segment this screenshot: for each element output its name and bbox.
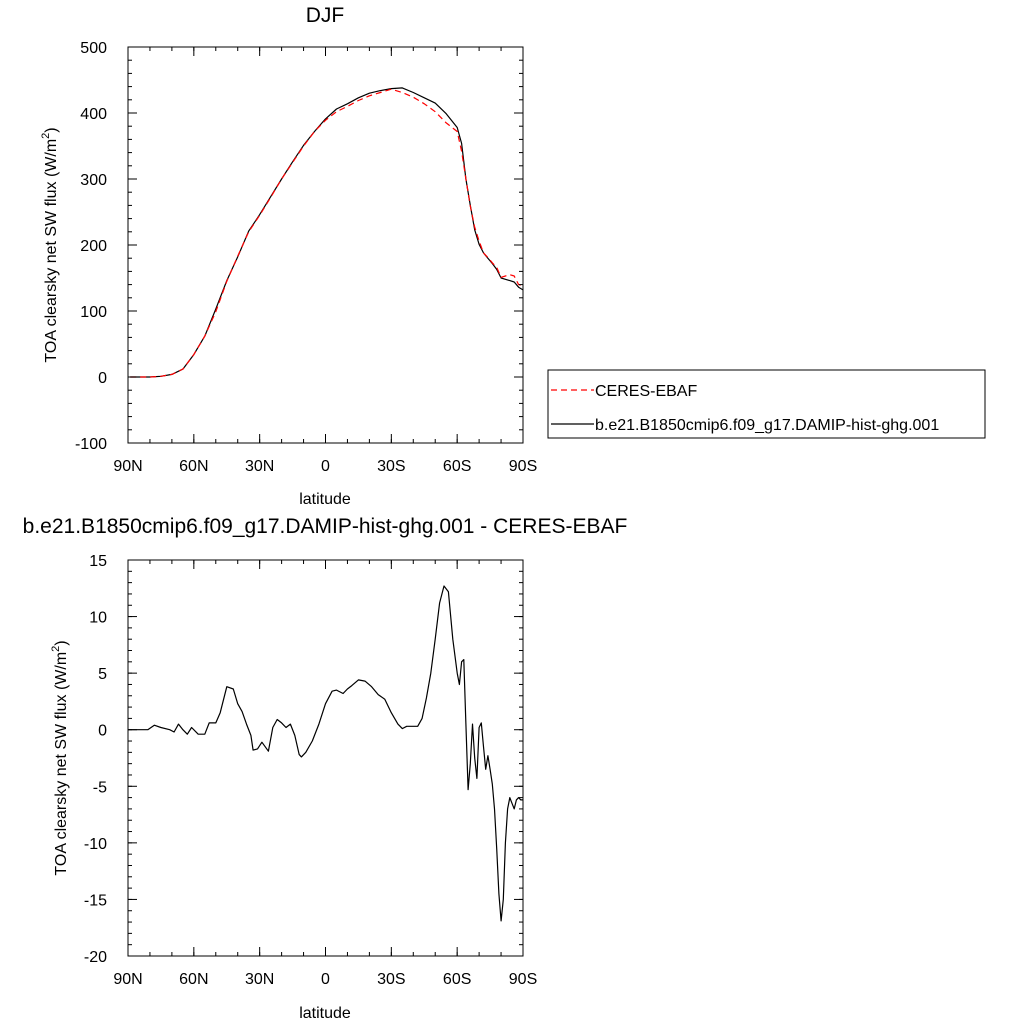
bottom-y-tick-label: -20 (84, 949, 107, 966)
top-series-line-b-e21-b1850cmip6-f09-g17-damip-hist-ghg-001 (130, 87, 523, 378)
bottom-x-tick-label: 0 (321, 971, 330, 988)
top-x-tick-label: 30S (377, 458, 405, 475)
bottom-y-label-close: ) (53, 640, 70, 645)
top-y-tick-label: -100 (75, 436, 107, 453)
top-y-label-superscript: 2 (40, 133, 52, 139)
top-panel-difference-source: DJF latitude TOA clearsky net SW flux (W… (40, 4, 986, 508)
bottom-x-tick-label: 30S (377, 971, 405, 988)
legend-label-model: b.e21.B1850cmip6.f09_g17.DAMIP-hist-ghg.… (595, 417, 939, 434)
bottom-x-tick-label: 60S (443, 971, 471, 988)
bottom-y-tick-label: -15 (84, 892, 107, 909)
top-y-tick-label: 500 (80, 40, 107, 57)
top-x-tick-label: 90N (113, 458, 142, 475)
top-y-tick-label: 0 (98, 370, 107, 387)
bottom-y-tick-label: -5 (93, 779, 107, 796)
top-y-tick-label: 400 (80, 106, 107, 123)
bottom-x-tick-label: 30N (245, 971, 274, 988)
top-x-tick-label: 60S (443, 458, 471, 475)
legend: CERES-EBAF b.e21.B1850cmip6.f09_g17.DAMI… (547, 369, 986, 439)
top-plot-frame (127, 46, 524, 444)
bottom-panel-x-axis-label: latitude (299, 1005, 351, 1022)
legend-label-ceres-ebaf: CERES-EBAF (595, 383, 697, 400)
bottom-x-tick-label: 90N (113, 971, 142, 988)
legend-box (547, 369, 986, 439)
top-x-tick-label: 90S (509, 458, 537, 475)
top-y-tick-label: 300 (80, 172, 107, 189)
top-panel-y-axis-label: TOA clearsky net SW flux (W/m2) (40, 127, 60, 362)
bottom-plot-frame (127, 559, 524, 957)
bottom-y-tick-label: 0 (98, 723, 107, 740)
bottom-y-tick-label: 10 (89, 610, 107, 627)
bottom-y-tick-label: -10 (84, 836, 107, 853)
top-x-tick-label: 60N (179, 458, 208, 475)
top-x-tick-label: 0 (321, 458, 330, 475)
top-y-label-main: TOA clearsky net SW flux (W/m (43, 139, 60, 363)
bottom-panel-difference: b.e21.B1850cmip6.f09_g17.DAMIP-hist-ghg.… (23, 515, 628, 1022)
bottom-y-label-superscript: 2 (50, 646, 62, 652)
bottom-y-label-main: TOA clearsky net SW flux (W/m (53, 652, 70, 876)
top-y-tick-label: 200 (80, 238, 107, 255)
top-y-tick-label: 100 (80, 304, 107, 321)
bottom-x-tick-label: 60N (179, 971, 208, 988)
bottom-x-tick-label: 90S (509, 971, 537, 988)
top-x-tick-label: 30N (245, 458, 274, 475)
top-series-line-ceres-ebaf (130, 88, 523, 378)
bottom-series-group (128, 585, 523, 922)
top-series-group (130, 87, 523, 378)
top-panel-title: DJF (306, 4, 345, 27)
bottom-series-line-difference (128, 585, 523, 922)
bottom-y-tick-label: 15 (89, 553, 107, 570)
top-y-label-close: ) (43, 127, 60, 132)
top-panel-x-axis-label: latitude (299, 491, 351, 508)
bottom-y-tick-label: 5 (98, 666, 107, 683)
bottom-panel-y-axis-label: TOA clearsky net SW flux (W/m2) (50, 640, 70, 875)
bottom-panel-title: b.e21.B1850cmip6.f09_g17.DAMIP-hist-ghg.… (23, 515, 628, 538)
